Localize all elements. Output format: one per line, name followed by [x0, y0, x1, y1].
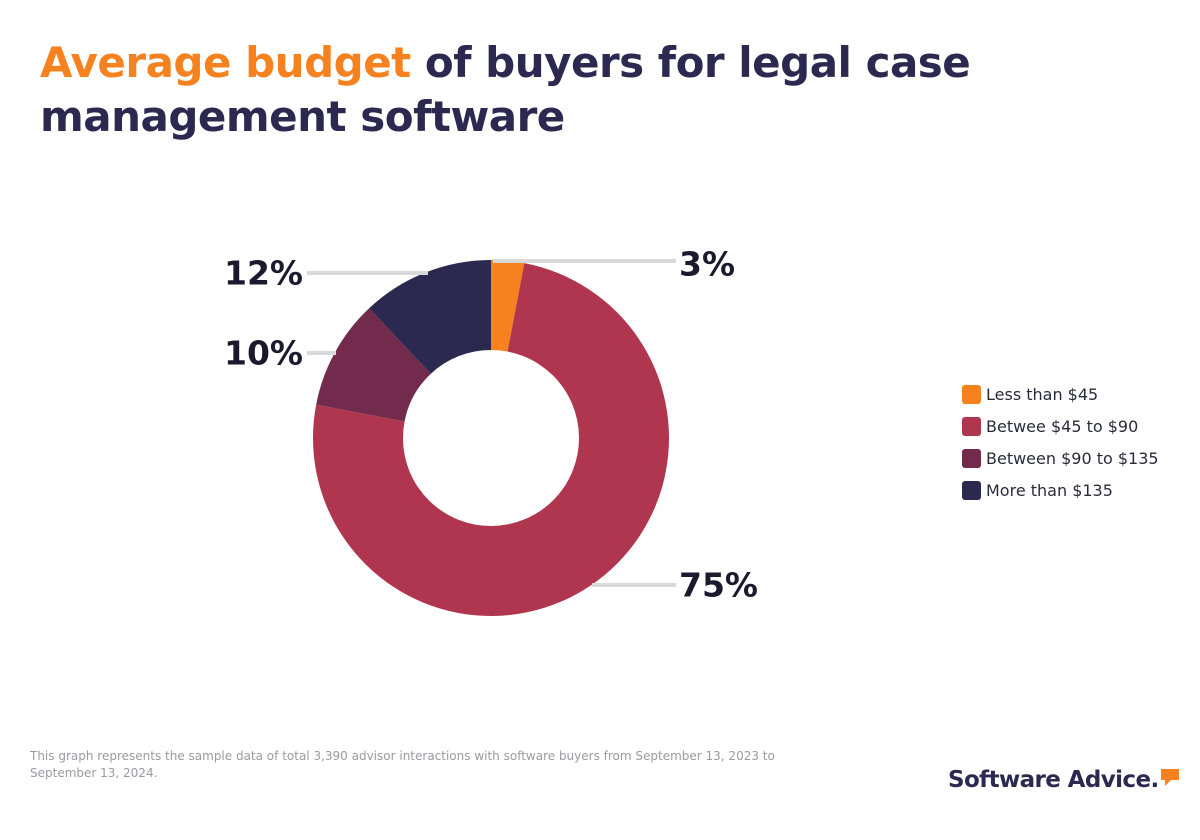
footnote: This graph represents the sample data of… [30, 749, 775, 780]
legend-swatch [962, 416, 981, 436]
legend-item-45-to-90: Betwee $45 to $90 [962, 410, 1159, 442]
legend-swatch [962, 448, 981, 468]
legend-label: Less than $45 [986, 384, 1099, 404]
donut-slice-2 [312, 263, 669, 616]
data-label-4: 12% [224, 254, 303, 293]
legend-item-less-than-45: Less than $45 [962, 378, 1159, 410]
legend-label: Betwee $45 to $90 [986, 416, 1139, 436]
slices-group [312, 260, 669, 616]
speech-bubble-icon [1160, 769, 1179, 786]
brand-name: Software Advice. [948, 767, 1159, 793]
legend-item-more-than-135: More than $135 [962, 474, 1159, 506]
donut-slice-1 [491, 260, 525, 352]
labels-group: 3% 75% 10% 12% [224, 245, 758, 605]
legend-swatch [962, 384, 981, 404]
title-highlight: Average budget [40, 38, 411, 87]
leader-lines-group [307, 259, 676, 587]
donut-slice-4 [369, 260, 491, 374]
legend-label: Between $90 to $135 [986, 448, 1159, 468]
title-rest: of buyers for legal case management soft… [40, 38, 971, 141]
legend: Less than $45 Betwee $45 to $90 Between … [962, 378, 1159, 506]
data-label-1: 3% [679, 245, 735, 284]
legend-swatch [962, 480, 981, 500]
chart-title: Average budget of buyers for legal case … [40, 36, 1040, 144]
donut-slice-3 [316, 308, 431, 422]
data-label-3: 10% [224, 334, 303, 373]
brand-logo: Software Advice. [948, 764, 1180, 796]
data-label-2: 75% [679, 566, 758, 605]
legend-item-90-to-135: Between $90 to $135 [962, 442, 1159, 474]
legend-label: More than $135 [986, 480, 1113, 500]
